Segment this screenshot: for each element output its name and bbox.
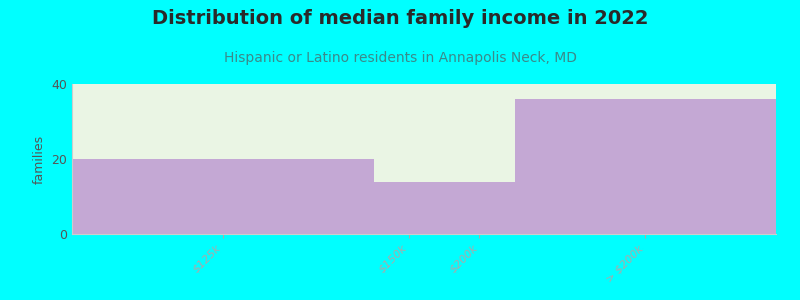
- Text: Hispanic or Latino residents in Annapolis Neck, MD: Hispanic or Latino residents in Annapoli…: [223, 51, 577, 65]
- Bar: [374, 182, 444, 234]
- Bar: [444, 182, 514, 234]
- Bar: [514, 99, 776, 234]
- Text: Distribution of median family income in 2022: Distribution of median family income in …: [152, 9, 648, 28]
- Y-axis label: families: families: [33, 134, 46, 184]
- Bar: [72, 159, 374, 234]
